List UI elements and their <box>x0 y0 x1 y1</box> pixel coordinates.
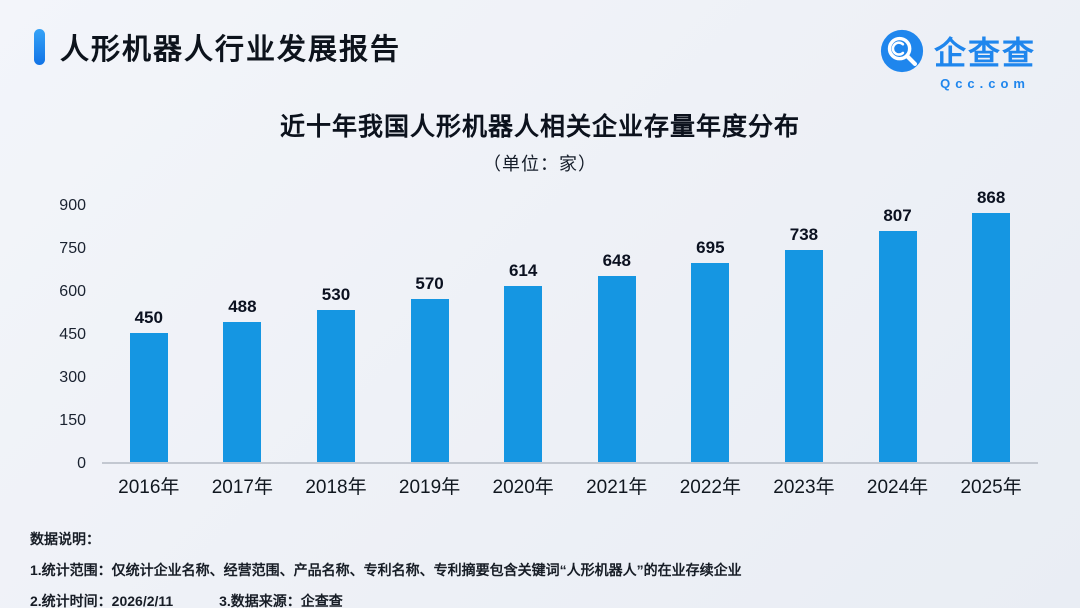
x-axis: 2016年 2017年 2018年 2019年 2020年 2021年 2022年 2023年… <box>102 472 1038 499</box>
qcc-logo-url: Qcc.com <box>940 76 1030 91</box>
footer-note-3: 3.数据来源：企查查 <box>219 593 343 608</box>
bar-value-label: 648 <box>602 251 631 271</box>
footer-notes: 数据说明： 1.统计范围：仅统计企业名称、经营范围、产品名称、专利名称、专利摘要… <box>30 529 1050 608</box>
qcc-logo-text: 企查查 <box>933 35 1036 71</box>
y-tick-label: 750 <box>59 240 86 257</box>
bar <box>691 262 730 462</box>
bar <box>223 322 262 462</box>
bar-value-label: 530 <box>321 285 351 305</box>
bar-group: 570 <box>387 274 471 462</box>
bar-value-label: 488 <box>228 297 257 317</box>
bar-value-label: 738 <box>789 225 819 245</box>
bar <box>878 230 917 462</box>
bar-group: 530 <box>294 285 378 462</box>
x-tick-label: 2025年 <box>960 477 1022 498</box>
bar-value-label: 614 <box>508 261 538 280</box>
x-tick-label: 2016年 <box>118 477 180 498</box>
y-tick-label: 900 <box>59 197 86 214</box>
bar-group: 648 <box>575 251 659 462</box>
bar-value-label: 570 <box>415 273 444 293</box>
bar <box>316 310 355 462</box>
bar <box>504 286 543 462</box>
bar-chart: 0 150 300 450 600 750 900 450 488 530 570 614 648 69… <box>40 188 1038 472</box>
x-tick-label: 2017年 <box>211 477 274 498</box>
bar-group: 450 <box>107 308 191 462</box>
header: 人形机器人行业发展报告 企查查 Qcc.com <box>0 0 1080 91</box>
x-tick-label: 2024年 <box>866 477 929 498</box>
y-axis: 0 150 300 450 600 750 900 <box>40 197 102 472</box>
qcc-logo-row: 企查查 <box>879 28 1036 74</box>
bar <box>129 333 168 462</box>
report-title-block: 人形机器人行业发展报告 <box>34 26 401 68</box>
bar-group: 868 <box>949 188 1033 462</box>
bar-value-label: 450 <box>134 308 163 327</box>
bar <box>784 250 823 462</box>
accent-bar <box>34 29 45 65</box>
bar-value-label: 868 <box>976 188 1006 208</box>
chart-unit-label: （单位：家） <box>483 154 597 174</box>
bar-group: 738 <box>762 225 846 462</box>
footer-heading: 数据说明： <box>30 531 100 547</box>
y-tick-label: 0 <box>77 455 86 472</box>
qcc-logo: 企查查 Qcc.com <box>879 28 1036 91</box>
y-tick-label: 150 <box>59 412 86 429</box>
bar-group: 695 <box>668 238 752 462</box>
bar <box>972 213 1011 462</box>
y-tick-label: 600 <box>59 283 86 300</box>
report-title: 人形机器人行业发展报告 <box>60 34 402 66</box>
bar-value-label: 807 <box>883 205 912 225</box>
x-tick-label: 2023年 <box>773 477 835 498</box>
footer-note-1: 1.统计范围：仅统计企业名称、经营范围、产品名称、专利名称、专利摘要包含关键词“… <box>30 562 742 578</box>
plot-area: 450 488 530 570 614 648 695 738 807 868 <box>102 188 1038 464</box>
footer-note-row: 2.统计时间：2026/2/11 3.数据来源：企查查 <box>30 591 1050 608</box>
bar <box>410 298 449 462</box>
bar-value-label: 695 <box>696 237 725 257</box>
y-tick-label: 450 <box>59 326 86 343</box>
y-tick-label: 300 <box>59 369 86 386</box>
bar-group: 807 <box>855 206 939 462</box>
x-tick-label: 2018年 <box>305 477 367 498</box>
bar-group: 614 <box>481 261 565 462</box>
x-tick-label: 2020年 <box>492 477 554 498</box>
footer-note-2: 2.统计时间：2026/2/11 <box>30 593 174 608</box>
bar <box>597 276 636 462</box>
x-tick-label: 2021年 <box>586 477 648 498</box>
x-tick-label: 2022年 <box>679 477 741 498</box>
x-tick-label: 2019年 <box>398 477 461 498</box>
bar-group: 488 <box>200 297 284 462</box>
chart-title: 近十年我国人形机器人相关企业存量年度分布 <box>279 113 800 141</box>
magnifier-logo-icon <box>880 29 924 73</box>
